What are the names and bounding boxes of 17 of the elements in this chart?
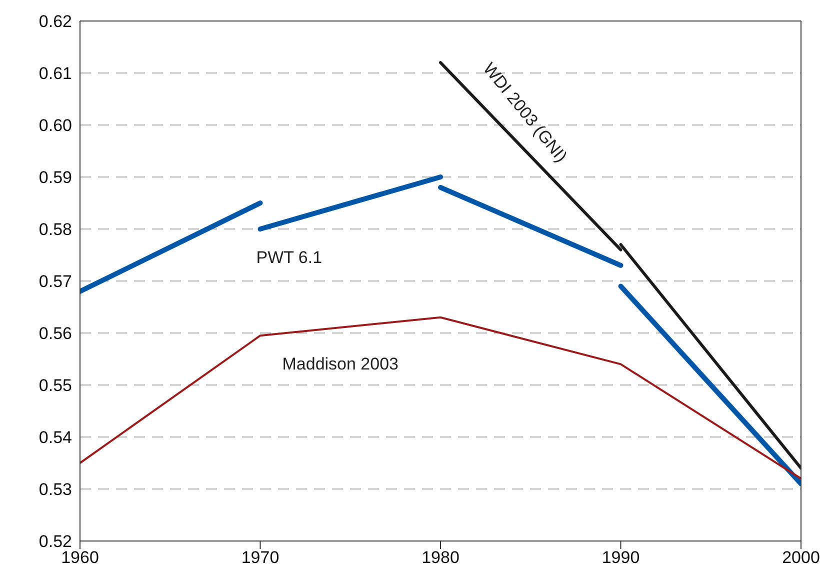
series-label: Maddison 2003	[282, 354, 399, 374]
y-tick-label: 0.61	[38, 64, 72, 84]
y-tick-label: 0.59	[38, 168, 72, 188]
y-tick-label: 0.55	[38, 376, 72, 396]
y-tick-label: 0.58	[38, 220, 72, 240]
y-tick-label: 0.57	[38, 272, 72, 292]
x-tick-label: 1980	[422, 548, 460, 568]
x-tick-label: 2000	[782, 548, 820, 568]
y-tick-label: 0.53	[38, 480, 72, 500]
x-tick-label: 1990	[602, 548, 640, 568]
series-label: PWT 6.1	[256, 248, 322, 267]
x-tick-label: 1970	[241, 548, 280, 568]
line-series	[80, 316, 801, 480]
y-tick-label: 0.56	[38, 324, 72, 344]
y-tick-label: 0.54	[38, 428, 72, 448]
y-tick-label: 0.60	[38, 116, 72, 136]
y-tick-label: 0.62	[38, 12, 72, 32]
